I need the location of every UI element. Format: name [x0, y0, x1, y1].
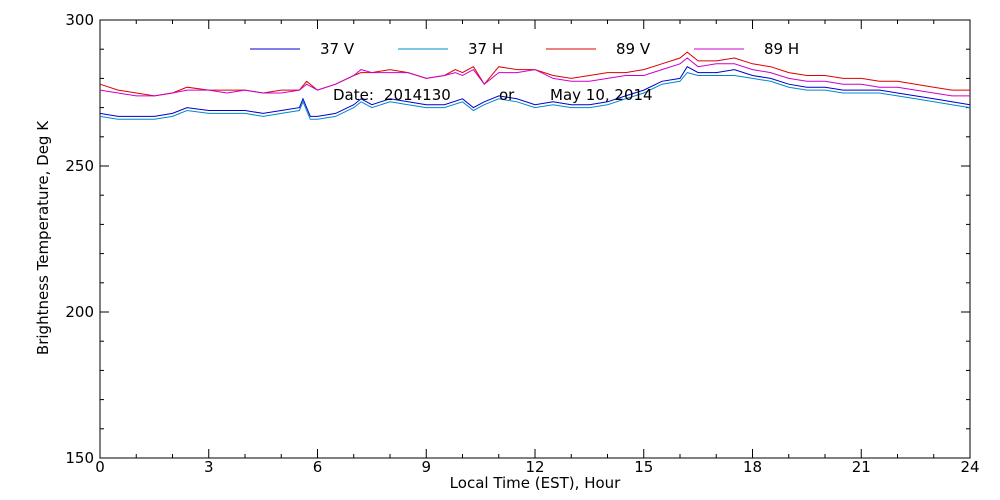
annotation-or-label: or	[499, 86, 515, 104]
plot-frame-layer	[99, 19, 971, 459]
x-tick-label: 0	[95, 458, 105, 476]
series-line-37-v	[99, 66, 971, 117]
annotation-date-code: 2014130	[384, 86, 451, 104]
annotation-date-label: Date:	[333, 86, 374, 104]
series-layer	[99, 51, 971, 120]
y-tick-label: 300	[65, 11, 94, 29]
x-tick-label: 12	[525, 458, 544, 476]
x-tick-label: 18	[743, 458, 762, 476]
annotation-date-text: May 10, 2014	[550, 86, 653, 104]
legend-label-37-h: 37 H	[468, 40, 503, 58]
series-line-37-h	[99, 72, 971, 120]
x-tick-label: 9	[421, 458, 431, 476]
tick-layer: 0 3 6 9 12 15 18 21 24 150 200 250 300	[65, 11, 979, 476]
series-line-89-h	[99, 57, 970, 97]
plot-frame	[99, 19, 971, 459]
x-tick-label: 15	[634, 458, 653, 476]
legend-label-89-h: 89 H	[764, 40, 799, 58]
x-tick-label: 24	[960, 458, 979, 476]
y-axis-title: Brightness Temperature, Deg K	[34, 120, 52, 355]
y-tick-label: 250	[65, 157, 94, 175]
legend: 37 V 37 H 89 V 89 H	[250, 40, 799, 58]
x-tick-label: 21	[852, 458, 871, 476]
legend-label-37-v: 37 V	[320, 40, 355, 58]
legend-label-89-v: 89 V	[616, 40, 651, 58]
y-tick-label: 150	[65, 449, 94, 467]
y-tick-label: 200	[65, 303, 94, 321]
x-axis-title: Local Time (EST), Hour	[450, 474, 621, 492]
x-tick-label: 6	[313, 458, 323, 476]
x-tick-label: 3	[204, 458, 214, 476]
